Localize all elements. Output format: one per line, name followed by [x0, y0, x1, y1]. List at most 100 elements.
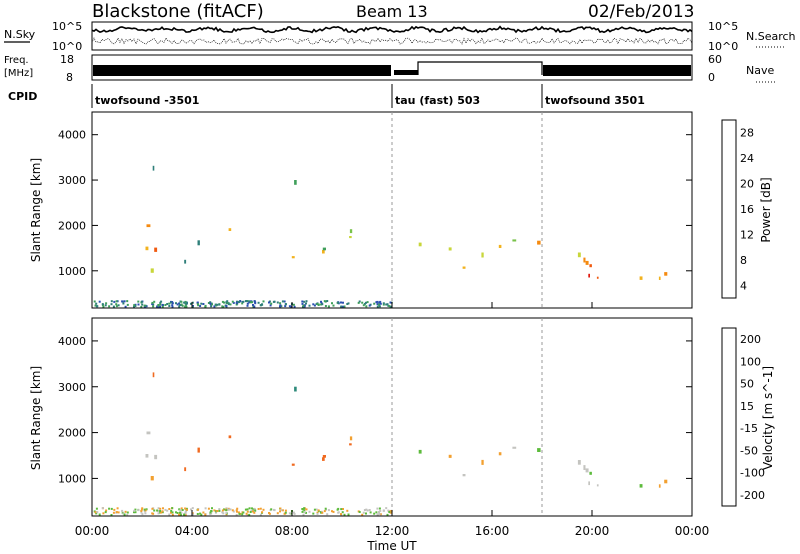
- velocity-cell: [184, 512, 187, 515]
- power-cell: [196, 303, 199, 306]
- power-cell: [376, 300, 379, 303]
- power-cell: [349, 236, 352, 239]
- y-tick-label: 4000: [58, 129, 86, 142]
- power-cell: [143, 304, 146, 307]
- velocity-cell: [140, 508, 143, 511]
- date-title: 02/Feb/2013: [588, 2, 694, 22]
- velocity-cell: [225, 509, 228, 512]
- velocity-cell: [302, 513, 305, 516]
- power-cell: [121, 300, 124, 303]
- freq-panel-frame: [91, 54, 693, 81]
- velocity-cell: [221, 511, 224, 514]
- power-cell: [171, 304, 174, 307]
- nsearch-line: [91, 37, 693, 45]
- power-cell: [303, 304, 306, 307]
- power-cell: [373, 302, 376, 305]
- velocity-cell: [168, 513, 171, 516]
- power-cell: [164, 304, 167, 306]
- velocity-cell: [512, 446, 517, 449]
- velocity-cell: [122, 512, 125, 515]
- velocity-cell: [179, 511, 181, 514]
- power-cell: [284, 305, 287, 308]
- freq-trace: [93, 61, 691, 76]
- velocity-cell: [178, 513, 181, 516]
- velocity-cell: [168, 508, 171, 510]
- power-cell: [313, 304, 316, 307]
- power-cell: [226, 300, 229, 303]
- velocity-cell: [246, 508, 249, 511]
- velocity-cell: [209, 511, 212, 514]
- power-cell: [134, 305, 137, 307]
- power-cell: [242, 300, 245, 303]
- velocity-cell: [175, 511, 177, 514]
- velocity-cell: [322, 455, 326, 458]
- colorbar-tick-label: -50: [740, 444, 758, 457]
- velocity-cell: [113, 508, 116, 511]
- velocity-cell: [284, 509, 287, 512]
- power-cell: [197, 240, 200, 246]
- velocity-cell: [301, 508, 304, 510]
- freq-block: [394, 70, 418, 75]
- power-cell: [144, 304, 147, 307]
- velocity-cell: [140, 511, 143, 514]
- power-cell: [115, 305, 118, 308]
- velocity-cell: [462, 474, 466, 477]
- velocity-cell: [221, 509, 224, 512]
- power-cell: [418, 242, 422, 247]
- power-cell: [368, 304, 371, 307]
- power-cell: [137, 303, 140, 306]
- velocity-cell: [184, 467, 187, 472]
- velocity-cell: [145, 454, 149, 458]
- velocity-cell: [272, 508, 275, 511]
- power-cell: [168, 302, 171, 305]
- power-cell: [280, 305, 283, 308]
- power-cell: [191, 301, 194, 304]
- power-cell: [340, 301, 342, 304]
- velocity-cell: [150, 476, 154, 481]
- velocity-cell: [253, 511, 256, 514]
- velocity-cell: [236, 510, 238, 513]
- power-cell: [305, 300, 308, 303]
- velocity-cell: [369, 511, 372, 514]
- power-cell: [316, 302, 319, 305]
- velocity-cell: [213, 509, 216, 512]
- velocity-cell: [133, 509, 136, 512]
- velocity-cell: [386, 513, 389, 516]
- power-cell: [279, 302, 282, 305]
- power-cell: [305, 302, 307, 305]
- velocity-cell: [305, 511, 307, 514]
- power-cell: [117, 304, 120, 307]
- power-cell: [96, 305, 99, 308]
- nsky-label: N.Sky: [4, 28, 36, 41]
- velocity-cell: [245, 512, 248, 515]
- velocity-cell: [98, 513, 101, 516]
- velocity-cell: [585, 468, 589, 473]
- velocity-cell: [577, 460, 581, 465]
- power-cell: [227, 303, 230, 306]
- power-cell: [122, 302, 125, 305]
- velocity-cell: [227, 508, 230, 511]
- power-cell: [153, 300, 156, 303]
- power-cell: [252, 304, 254, 306]
- power-cell: [357, 301, 360, 304]
- velocity-cell: [327, 509, 330, 512]
- power-cell: [101, 303, 104, 306]
- velocity-cell: [368, 509, 371, 511]
- velocity-cell: [375, 511, 378, 514]
- power-cell: [291, 256, 295, 259]
- velocity-cell: [385, 507, 388, 510]
- power-cell: [216, 303, 219, 306]
- power-cell: [207, 302, 210, 304]
- power-cell: [94, 304, 97, 307]
- colorbar-tick-label: 8: [740, 254, 747, 267]
- y-tick-label: 2000: [58, 219, 86, 232]
- power-cell: [151, 301, 154, 304]
- power-cell: [342, 301, 344, 304]
- power-cell: [294, 180, 297, 185]
- velocity-cell: [225, 511, 228, 514]
- velocity-cell: [253, 507, 256, 510]
- nsky-line: [91, 25, 693, 34]
- velocity-cell: [104, 511, 107, 514]
- velocity-cell: [199, 512, 202, 515]
- velocity-cell: [216, 510, 219, 512]
